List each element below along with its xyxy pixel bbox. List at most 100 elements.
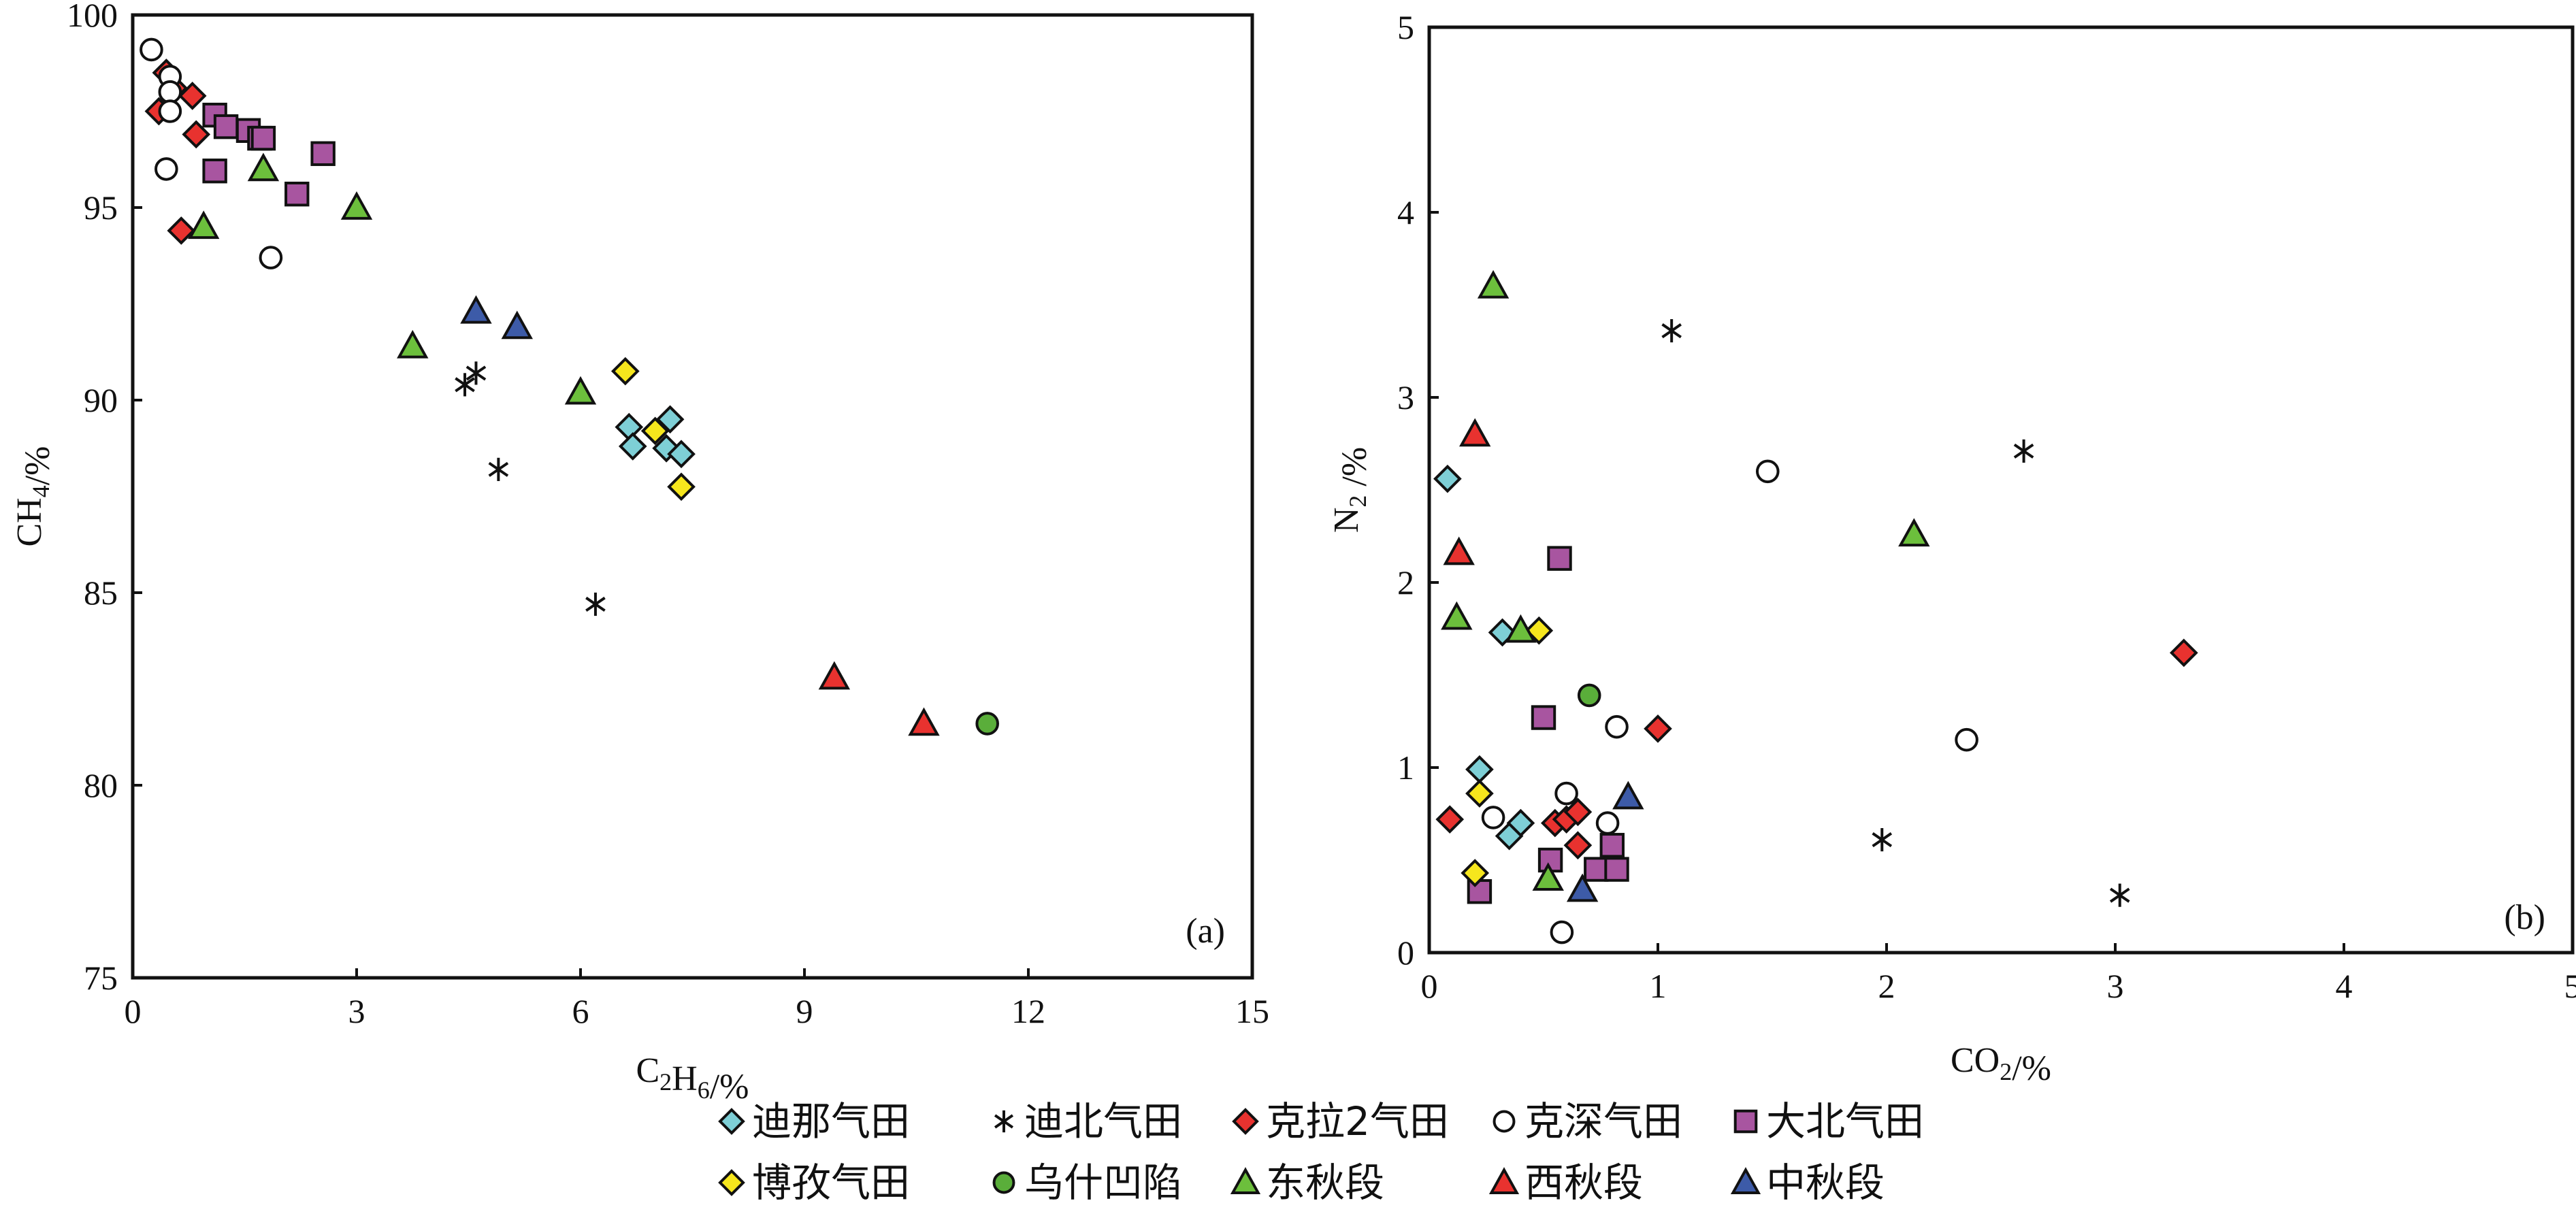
data-point — [667, 472, 696, 501]
data-point — [140, 37, 163, 62]
series-东秋段 — [187, 152, 597, 405]
data-point — [1898, 518, 1930, 547]
data-point — [397, 329, 429, 359]
data-point — [1465, 755, 1494, 784]
data-point — [167, 216, 196, 245]
series-中秋段 — [460, 295, 533, 340]
data-point — [1481, 806, 1505, 829]
y-tick-label: 2 — [1397, 563, 1414, 602]
data-point — [1605, 714, 1629, 739]
data-point — [1531, 705, 1556, 730]
y-tick-label: 75 — [84, 959, 118, 997]
data-point — [1547, 546, 1572, 571]
data-point — [1443, 536, 1475, 565]
series-克拉2气田 — [1435, 638, 2198, 860]
legend-item: 克深气田 — [1493, 1098, 1682, 1145]
data-point — [1584, 857, 1609, 882]
y-tick-label: 90 — [84, 381, 118, 419]
data-point — [1506, 808, 1535, 838]
x-axis-label: CO2/% — [1951, 1041, 2051, 1088]
data-point — [1595, 811, 1620, 835]
data-point — [564, 376, 597, 405]
legend-item: 大北气田 — [1733, 1098, 1924, 1145]
data-point — [1532, 862, 1564, 891]
legend-label: 克深气田 — [1525, 1098, 1682, 1145]
legend-item: 克拉2气田 — [1232, 1098, 1449, 1145]
data-point — [1599, 833, 1625, 858]
x-tick-label: 6 — [572, 992, 589, 1030]
data-point — [908, 707, 940, 736]
legend-label: 迪那气田 — [752, 1098, 910, 1145]
y-axis-label: CH4/% — [10, 446, 57, 546]
data-point — [1505, 614, 1537, 643]
legend-label: 东秋段 — [1266, 1159, 1384, 1206]
x-tick-label: 3 — [2107, 967, 2124, 1005]
data-point — [1563, 831, 1593, 860]
data-point — [1465, 779, 1494, 808]
data-point — [618, 432, 647, 461]
legend-marker — [1232, 1108, 1259, 1135]
legend-item: 迪北气田 — [994, 1098, 1182, 1145]
legend-marker — [994, 1110, 1014, 1133]
data-point — [640, 416, 670, 446]
series-大北气田 — [202, 102, 336, 207]
series-大北气田 — [1467, 546, 1629, 904]
panel-b-chart: 0 1 2 3 4 5 0 1 2 3 4 5 CO2/% N2 /% (b) — [1327, 8, 2576, 1088]
y-tick-label: 0 — [1397, 934, 1414, 972]
legend-item: 博孜气田 — [718, 1159, 910, 1206]
data-point — [1435, 805, 1465, 834]
panel-label: (a) — [1186, 912, 1225, 951]
series-乌什凹陷 — [1577, 683, 1601, 708]
data-point — [1577, 683, 1601, 708]
legend-item: 迪那气田 — [718, 1098, 910, 1145]
legend-item: 东秋段 — [1230, 1159, 1384, 1206]
y-tick-label: 3 — [1397, 378, 1414, 416]
series-西秋段 — [1443, 418, 1491, 565]
data-point — [182, 120, 211, 149]
legend-marker — [1488, 1167, 1520, 1194]
data-point — [247, 152, 280, 182]
y-tick-label: 1 — [1397, 748, 1414, 787]
data-point — [2013, 439, 2034, 463]
x-tick-label: 9 — [796, 992, 813, 1030]
legend-marker — [718, 1169, 745, 1196]
y-tick-label: 95 — [84, 188, 118, 227]
data-point — [250, 125, 276, 151]
legend-label: 大北气田 — [1766, 1098, 1924, 1145]
x-tick-label: 15 — [1235, 992, 1269, 1030]
x-tick-label: 4 — [2336, 967, 2353, 1005]
data-point — [1872, 827, 1893, 852]
legend-marker — [1730, 1167, 1761, 1194]
data-point — [1441, 601, 1473, 630]
data-point — [466, 361, 487, 385]
y-tick-label: 5 — [1397, 8, 1414, 46]
data-point — [1550, 920, 1574, 944]
data-point — [488, 457, 509, 481]
x-tick-label: 12 — [1011, 992, 1045, 1030]
x-axis-label: C2H6/% — [636, 1051, 749, 1106]
data-point — [501, 310, 533, 340]
data-point — [818, 661, 851, 690]
data-point — [158, 99, 182, 123]
legend-item: 中秋段 — [1730, 1159, 1885, 1206]
y-axis-label: N2 /% — [1327, 447, 1374, 533]
data-point — [2109, 883, 2130, 907]
data-point — [1604, 857, 1629, 882]
data-point — [178, 82, 207, 110]
data-point — [202, 159, 227, 184]
data-point — [455, 373, 475, 397]
data-point — [1955, 727, 1978, 752]
panel-label: (b) — [2504, 898, 2545, 937]
data-point — [154, 157, 178, 181]
data-point — [615, 412, 644, 442]
x-tick-label: 2 — [1878, 967, 1895, 1005]
series-博孜气田 — [610, 357, 696, 501]
series-中秋段 — [1566, 780, 1644, 902]
legend-label: 西秋段 — [1525, 1159, 1643, 1206]
legend-item: 乌什凹陷 — [992, 1159, 1182, 1206]
panel-a-chart: 0 3 6 9 12 15 75 80 85 90 95 100 C2H6/% CH4/% (a) — [10, 0, 1269, 1106]
data-point — [1433, 464, 1462, 493]
data-point — [1554, 781, 1578, 806]
